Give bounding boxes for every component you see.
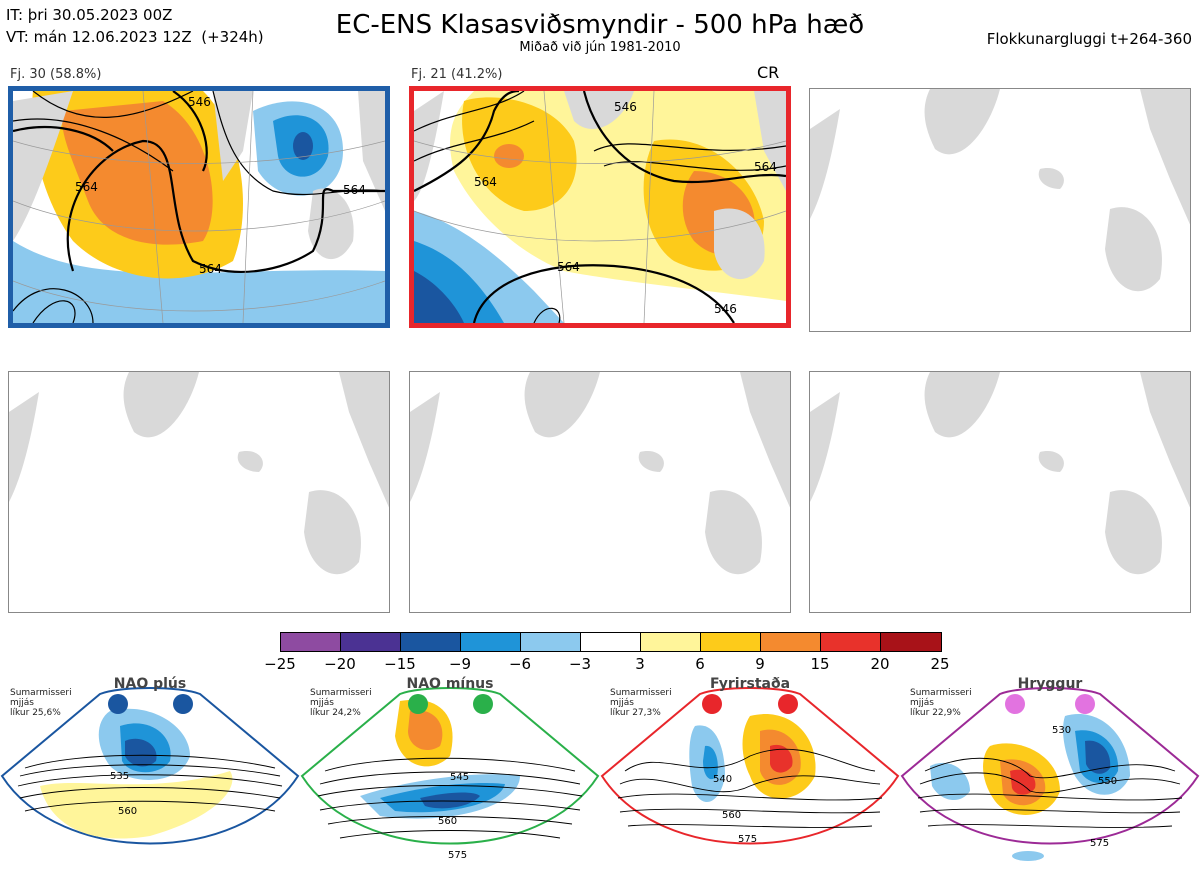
panel-2-contour-564c: 564 <box>474 175 497 189</box>
cluster-map-4[interactable] <box>8 371 390 613</box>
regime-ridge-smooth: mjjás <box>910 698 934 708</box>
regime-ridge-name: Hryggur <box>1017 676 1083 692</box>
regime-ridge[interactable]: 530 550 575 Hryggur Sumarmisseri mjjás l… <box>900 676 1200 871</box>
header-info: IT: þri 30.05.2023 00Z VT: mán 12.06.2023… <box>6 4 264 48</box>
regime-ridge-contour-575: 575 <box>1090 838 1109 849</box>
regime-blocking-season: Sumarmisseri <box>610 688 672 698</box>
regime-nao-minus-contour-545: 545 <box>450 772 469 783</box>
colorbar-swatch <box>881 633 941 651</box>
cluster-map-3[interactable] <box>809 88 1191 332</box>
colorbar-tick-label: 6 <box>695 655 705 673</box>
panel-2-label: Fj. 21 (41.2%) <box>411 67 503 82</box>
panel-2-contour-546: 546 <box>614 100 637 114</box>
map-3-land <box>810 89 1190 292</box>
regime-blocking-graphic: 540 560 575 <box>600 687 900 845</box>
colorbar-tick-label: 15 <box>810 655 830 673</box>
regime-blocking[interactable]: 540 560 575 Fyrirstaða Sumarmisseri mjjá… <box>600 676 900 871</box>
map-4-land <box>9 372 389 575</box>
cluster-map-5[interactable] <box>409 371 791 613</box>
regime-nao-minus-info: Sumarmisseri mjjás líkur 24,2% <box>310 688 372 718</box>
panel-2-contour-564: 564 <box>557 260 580 274</box>
colorbar-swatch <box>641 633 701 651</box>
regime-nao-plus-name: NAO plús <box>113 676 187 692</box>
panel-1-contour-564: 564 <box>199 262 222 276</box>
regime-ridge-season: Sumarmisseri <box>910 688 972 698</box>
regime-ridge-graphic: 530 550 575 <box>900 687 1200 861</box>
colorbar-swatch <box>581 633 641 651</box>
regime-nao-minus-prob: líkur 24,2% <box>310 708 361 718</box>
regime-blocking-smooth: mjjás <box>610 698 634 708</box>
regime-nao-plus[interactable]: 535 560 NAO plús Sumarmisseri mjjás líku… <box>0 676 300 871</box>
regime-blocking-contour-540: 540 <box>713 774 732 785</box>
cluster-map-2-graphic: 564 564 546 564 546 <box>414 91 786 323</box>
map-6-land <box>810 372 1190 575</box>
regime-nao-minus-smooth: mjjás <box>310 698 334 708</box>
regime-nao-plus-contour-560: 560 <box>118 806 137 817</box>
cluster-map-6[interactable] <box>809 371 1191 613</box>
regime-nao-plus-smooth: mjjás <box>10 698 34 708</box>
colorbar-swatch <box>461 633 521 651</box>
classification-window: Flokkunargluggi t+264-360 <box>986 30 1192 48</box>
map-5-land <box>410 372 790 575</box>
regime-blocking-prob: líkur 27,3% <box>610 708 661 718</box>
regime-blocking-contour-560: 560 <box>722 810 741 821</box>
colorbar-swatch <box>701 633 761 651</box>
regime-nao-minus-name: NAO mínus <box>406 676 494 692</box>
panel-1-contour-546: 546 <box>188 95 211 109</box>
colorbar-tick-label: 20 <box>870 655 890 673</box>
panel-1-contour-564c: 564 <box>75 180 98 194</box>
colorbar-tick-label: −9 <box>448 655 472 673</box>
init-time: IT: þri 30.05.2023 00Z <box>6 6 173 24</box>
regime-nao-minus-graphic: 545 560 575 <box>300 687 600 861</box>
regime-ridge-contour-530: 530 <box>1052 725 1071 736</box>
colorbar-swatch <box>401 633 461 651</box>
colorbar-tick-label: −6 <box>508 655 532 673</box>
regime-nao-minus[interactable]: 545 560 575 NAO mínus Sumarmisseri mjjás… <box>300 676 600 871</box>
regime-nao-plus-season: Sumarmisseri <box>10 688 72 698</box>
colorbar-tick-label: −25 <box>264 655 296 673</box>
colorbar-swatch <box>341 633 401 651</box>
page-title: EC-ENS Klasasviðsmyndir - 500 hPa hæð <box>335 10 865 40</box>
page-subtitle: Miðað við jún 1981-2010 <box>519 40 681 55</box>
regime-ridge-prob: líkur 22,9% <box>910 708 961 718</box>
colorbar <box>280 632 942 652</box>
panel-1-contour-564b: 564 <box>343 183 366 197</box>
regime-nao-plus-prob: líkur 25,6% <box>10 708 61 718</box>
regime-blocking-name: Fyrirstaða <box>709 676 791 692</box>
colorbar-tick-label: 3 <box>635 655 645 673</box>
valid-time: VT: mán 12.06.2023 12Z (+324h) <box>6 28 264 46</box>
colorbar-tick-label: −15 <box>384 655 416 673</box>
colorbar-tick-label: 25 <box>930 655 950 673</box>
colorbar-tick-label: 9 <box>755 655 765 673</box>
panel-2-contour-564b: 564 <box>754 160 777 174</box>
regime-ridge-info: Sumarmisseri mjjás líkur 22,9% <box>910 688 972 718</box>
cluster-map-1[interactable]: 564 564 546 564 <box>8 86 390 328</box>
regime-nao-plus-graphic: 535 560 <box>0 687 300 845</box>
regime-blocking-info: Sumarmisseri mjjás líkur 27,3% <box>610 688 672 718</box>
regime-nao-plus-info: Sumarmisseri mjjás líkur 25,6% <box>10 688 72 718</box>
colorbar-swatch <box>761 633 821 651</box>
regime-nao-minus-contour-560: 560 <box>438 816 457 827</box>
regime-nao-minus-contour-575: 575 <box>448 850 467 861</box>
cluster-map-1-graphic: 564 564 546 564 <box>13 91 385 323</box>
colorbar-swatch <box>281 633 341 651</box>
panel-1-label: Fj. 30 (58.8%) <box>10 67 102 82</box>
regime-blocking-contour-575: 575 <box>738 834 757 845</box>
colorbar-swatch <box>521 633 581 651</box>
colorbar-swatch <box>821 633 881 651</box>
colorbar-tick-label: −3 <box>568 655 592 673</box>
panel-2-contour-546b: 546 <box>714 302 737 316</box>
regime-nao-plus-contour-535: 535 <box>110 771 129 782</box>
regime-ridge-contour-550: 550 <box>1098 776 1117 787</box>
cluster-map-2[interactable]: 564 564 546 564 546 <box>409 86 791 328</box>
panel-2-tag: CR <box>757 63 780 82</box>
regime-nao-minus-season: Sumarmisseri <box>310 688 372 698</box>
colorbar-tick-label: −20 <box>324 655 356 673</box>
